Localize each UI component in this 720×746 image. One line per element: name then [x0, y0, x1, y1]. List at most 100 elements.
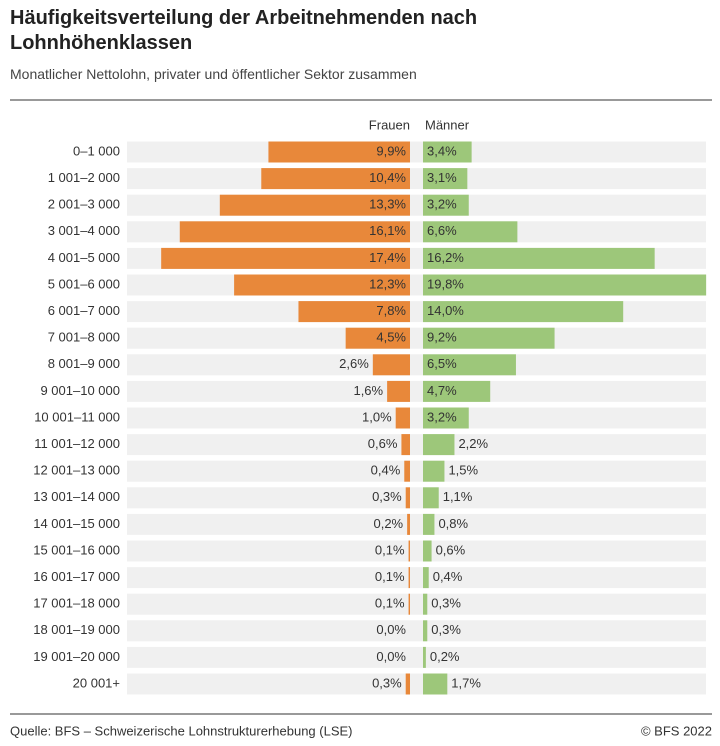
- row-band: [127, 141, 706, 163]
- bar: [423, 380, 491, 402]
- bar: [423, 460, 445, 482]
- legend-label: Männer: [425, 117, 470, 132]
- bar: [423, 141, 472, 163]
- bar: [423, 673, 448, 695]
- value-label: 0,4%: [433, 569, 463, 584]
- bar: [423, 327, 555, 349]
- bar: [423, 513, 435, 535]
- chart-title: Häufigkeitsverteilung der Arbeitnehmende…: [10, 7, 478, 54]
- value-label: 0,8%: [438, 516, 468, 531]
- value-label: 2,2%: [458, 436, 488, 451]
- row-band: [127, 540, 706, 562]
- category-label: 9 001–10 000: [40, 383, 120, 398]
- bar: [423, 567, 429, 589]
- category-label: 18 001–19 000: [33, 622, 120, 637]
- bar: [161, 247, 410, 269]
- row-band: [127, 194, 706, 216]
- category-label: 0–1 000: [73, 143, 120, 158]
- row-band: [127, 646, 706, 668]
- value-label: 2,6%: [339, 356, 369, 371]
- value-label: 0,0%: [376, 622, 406, 637]
- chart-subtitle: Monatlicher Nettolohn, privater und öffe…: [10, 66, 417, 82]
- bar: [407, 513, 410, 535]
- bar: [423, 540, 432, 562]
- category-label: 13 001–14 000: [33, 489, 120, 504]
- bar: [423, 274, 707, 296]
- value-label: 0,3%: [431, 596, 461, 611]
- value-label: 1,1%: [443, 489, 473, 504]
- value-label: 0,1%: [375, 569, 405, 584]
- bar: [423, 247, 655, 269]
- value-label: 14,0%: [427, 303, 464, 318]
- value-label: 7,8%: [376, 303, 406, 318]
- bar: [219, 194, 410, 216]
- bar: [423, 593, 428, 615]
- category-label: 1 001–2 000: [48, 170, 120, 185]
- value-label: 9,9%: [376, 143, 406, 158]
- value-label: 0,3%: [372, 675, 402, 690]
- category-label: 4 001–5 000: [48, 250, 120, 265]
- bar: [372, 354, 410, 376]
- bar: [401, 434, 410, 456]
- row-band: [127, 380, 706, 402]
- value-label: 3,2%: [427, 197, 457, 212]
- value-label: 17,4%: [369, 250, 406, 265]
- bar: [423, 487, 439, 509]
- value-label: 0,4%: [371, 463, 401, 478]
- value-label: 0,3%: [372, 489, 402, 504]
- value-label: 1,0%: [362, 409, 392, 424]
- row-band: [127, 567, 706, 589]
- value-label: 12,3%: [369, 276, 406, 291]
- value-label: 0,2%: [430, 649, 460, 664]
- value-label: 3,2%: [427, 409, 457, 424]
- row-band: [127, 354, 706, 376]
- category-label: 6 001–7 000: [48, 303, 120, 318]
- value-label: 6,5%: [427, 356, 457, 371]
- category-label: 12 001–13 000: [33, 463, 120, 478]
- bar: [179, 221, 410, 243]
- bar: [423, 620, 428, 642]
- value-label: 0,3%: [431, 622, 461, 637]
- row-band: [127, 593, 706, 615]
- bar: [423, 221, 518, 243]
- bar: [298, 301, 410, 323]
- source: Quelle: BFS – Schweizerische Lohnstruktu…: [10, 723, 353, 738]
- row-band: [127, 407, 706, 429]
- value-label: 3,4%: [427, 143, 457, 158]
- row-band: [127, 327, 706, 349]
- bar: [423, 434, 455, 456]
- bar: [423, 168, 468, 190]
- bar: [405, 673, 410, 695]
- value-label: 9,2%: [427, 330, 457, 345]
- value-label: 16,1%: [369, 223, 406, 238]
- row-band: [127, 168, 706, 190]
- row-band: [127, 673, 706, 695]
- bar: [423, 194, 469, 216]
- category-label: 10 001–11 000: [34, 409, 120, 424]
- row-band: [127, 513, 706, 535]
- category-label: 15 001–16 000: [33, 542, 120, 557]
- bar: [423, 407, 469, 429]
- value-label: 3,1%: [427, 170, 457, 185]
- bar: [408, 540, 410, 562]
- category-label: 7 001–8 000: [48, 330, 120, 345]
- value-label: 1,7%: [451, 675, 481, 690]
- value-label: 0,0%: [376, 649, 406, 664]
- category-label: 11 001–12 000: [34, 436, 120, 451]
- bar: [423, 301, 624, 323]
- category-label: 5 001–6 000: [48, 276, 120, 291]
- bar: [405, 487, 410, 509]
- value-label: 0,1%: [375, 542, 405, 557]
- value-label: 0,6%: [368, 436, 398, 451]
- bar: [234, 274, 410, 296]
- category-label: 17 001–18 000: [33, 596, 120, 611]
- bar: [261, 168, 410, 190]
- bar: [423, 354, 516, 376]
- value-label: 0,1%: [375, 596, 405, 611]
- copyright: © BFS 2022: [641, 723, 712, 738]
- row-band: [127, 487, 706, 509]
- bar: [423, 646, 426, 668]
- bar: [408, 593, 410, 615]
